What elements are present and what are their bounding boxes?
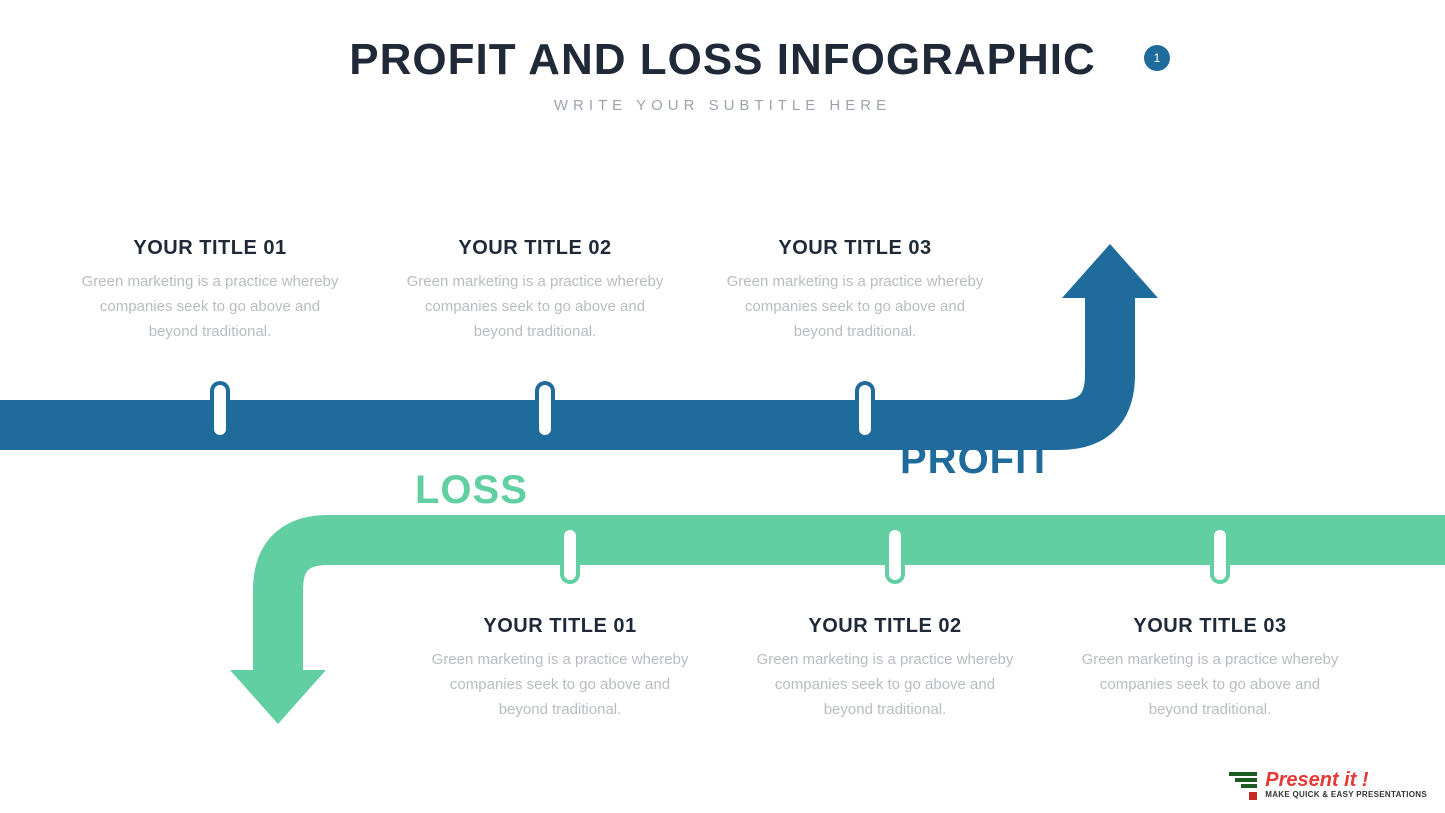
- bottom-block-3: YOUR TITLE 03 Green marketing is a practi…: [1080, 615, 1340, 722]
- block-title: YOUR TITLE 03: [725, 237, 985, 260]
- block-body: Green marketing is a practice whereby co…: [80, 270, 340, 344]
- profit-label: PROFIT: [900, 438, 1053, 483]
- loss-label: LOSS: [415, 468, 528, 513]
- page-subtitle: WRITE YOUR SUBTITLE HERE: [0, 97, 1445, 114]
- bottom-block-1: YOUR TITLE 01 Green marketing is a practi…: [430, 615, 690, 722]
- page-number-badge: 1: [1144, 45, 1170, 71]
- top-block-1: YOUR TITLE 01 Green marketing is a practi…: [80, 237, 340, 344]
- brand-text: Present it ! MAKE QUICK & EASY PRESENTAT…: [1265, 770, 1427, 799]
- block-body: Green marketing is a practice whereby co…: [405, 270, 665, 344]
- brand-icon: [1229, 772, 1257, 798]
- block-body: Green marketing is a practice whereby co…: [1080, 648, 1340, 722]
- block-title: YOUR TITLE 01: [80, 237, 340, 260]
- top-block-3: YOUR TITLE 03 Green marketing is a practi…: [725, 237, 985, 344]
- block-title: YOUR TITLE 03: [1080, 615, 1340, 638]
- block-body: Green marketing is a practice whereby co…: [755, 648, 1015, 722]
- top-block-2: YOUR TITLE 02 Green marketing is a practi…: [405, 237, 665, 344]
- page-title: PROFIT AND LOSS INFOGRAPHIC: [0, 35, 1445, 85]
- block-body: Green marketing is a practice whereby co…: [430, 648, 690, 722]
- block-title: YOUR TITLE 02: [755, 615, 1015, 638]
- block-body: Green marketing is a practice whereby co…: [725, 270, 985, 344]
- brand-logo: Present it ! MAKE QUICK & EASY PRESENTAT…: [1229, 770, 1427, 799]
- bottom-block-2: YOUR TITLE 02 Green marketing is a practi…: [755, 615, 1015, 722]
- brand-name: Present it !: [1265, 770, 1427, 790]
- block-title: YOUR TITLE 02: [405, 237, 665, 260]
- brand-tagline: MAKE QUICK & EASY PRESENTATIONS: [1265, 790, 1427, 799]
- block-title: YOUR TITLE 01: [430, 615, 690, 638]
